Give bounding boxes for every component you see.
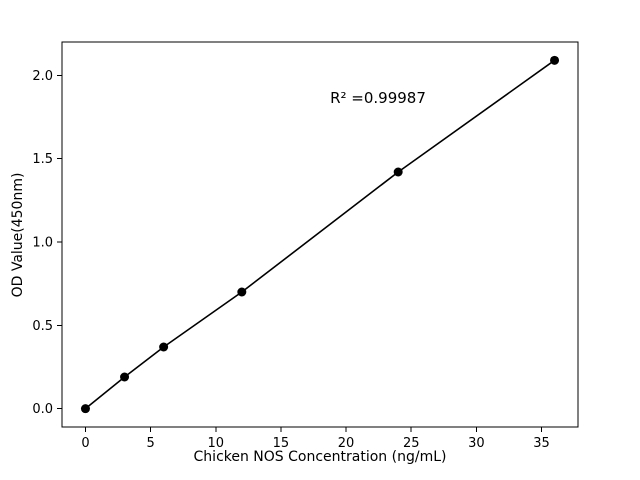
x-tick-label: 30 [468,436,485,451]
x-tick-label: 25 [403,436,420,451]
x-tick-label: 20 [338,436,355,451]
y-tick-label: 1.0 [32,236,53,251]
x-tick-label: 10 [207,436,224,451]
fit-line [84,59,556,410]
data-point [237,287,247,297]
y-tick-label: 1.5 [32,152,53,167]
plot-area: 0 5 10 15 20 25 30 35 0.0 0.5 1.0 1.5 2.0 [32,41,579,451]
data-point [393,167,403,177]
y-tick-label: 0.0 [32,402,53,417]
x-tick-label: 35 [533,436,550,451]
r-squared-annotation: R² =0.99987 [330,89,426,107]
x-tick-label: 0 [81,436,89,451]
x-tick-label: 15 [273,436,290,451]
y-axis-label: OD Value(450nm) [10,173,26,298]
y-tick-label: 0.5 [32,319,53,334]
x-axis-label: Chicken NOS Concentration (ng/mL) [194,449,447,465]
data-point [80,404,90,414]
data-point [550,55,560,65]
data-point [159,342,169,352]
x-tick-label: 5 [146,436,154,451]
axes-frame [61,41,579,428]
y-tick-label: 2.0 [32,69,53,84]
data-point [120,372,130,382]
